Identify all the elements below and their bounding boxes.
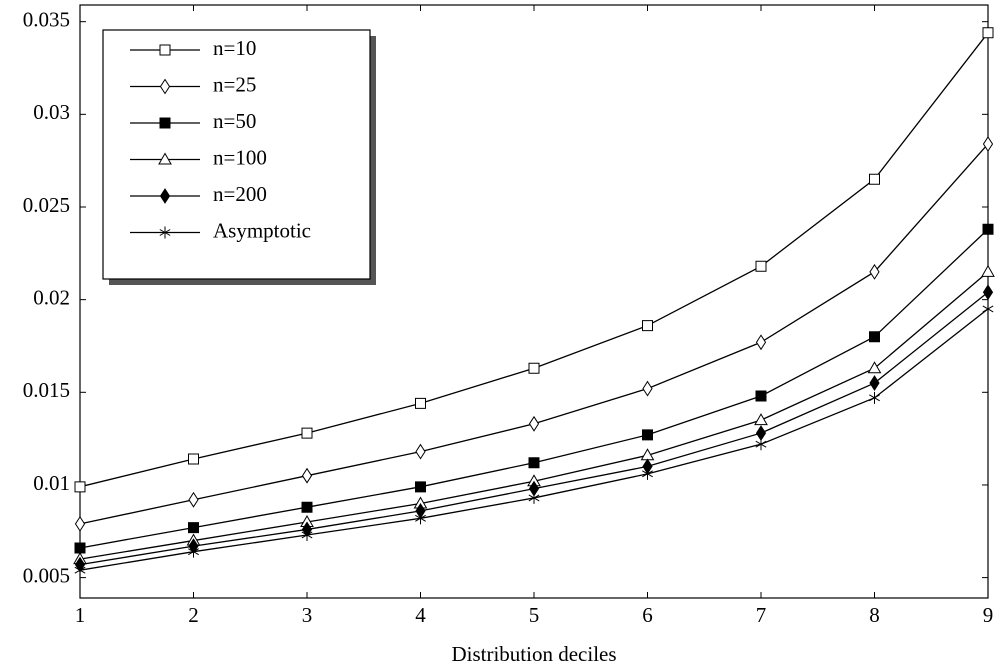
x-tick-label: 1 [75,603,86,627]
legend-label: n=10 [213,36,256,60]
marker [642,320,653,332]
y-tick-label: 0.005 [23,563,70,587]
x-tick-label: 7 [756,603,767,627]
x-tick-label: 2 [188,603,199,627]
x-tick-label: 9 [983,603,994,627]
x-tick-label: 4 [415,603,426,627]
marker [755,425,767,441]
marker [301,501,313,513]
marker [74,542,86,554]
y-tick-label: 0.015 [23,378,70,402]
marker [981,264,995,277]
marker [982,136,994,152]
marker [528,362,540,374]
marker [982,223,994,235]
y-tick-label: 0.02 [33,285,70,309]
marker [301,467,313,484]
marker [415,397,426,409]
marker [642,429,653,441]
marker [642,467,653,480]
legend-marker [158,152,172,165]
marker [869,263,880,280]
legend-label: n=200 [213,182,267,206]
y-tick-label: 0.025 [23,193,70,217]
marker [867,361,882,374]
marker [982,284,994,301]
legend-label: n=25 [213,72,256,96]
marker [755,260,767,272]
y-tick-label: 0.035 [23,7,70,31]
marker [74,564,86,577]
marker [755,334,767,351]
legend-marker [159,117,171,129]
marker [74,481,86,493]
marker [415,481,426,493]
legend-marker [159,226,171,239]
series-line [79,271,989,560]
legend-label: n=100 [213,145,267,169]
y-tick-label: 0.01 [33,471,70,495]
marker [188,545,199,558]
x-tick-label: 3 [302,603,313,627]
marker [415,512,426,525]
x-tick-label: 6 [642,603,653,627]
x-tick-label: 8 [869,603,880,627]
marker [528,415,540,432]
legend-label: Asymptotic [213,218,311,242]
legend-box [102,29,371,280]
y-tick-label: 0.03 [33,100,70,124]
marker [188,491,199,508]
marker [869,391,880,404]
legend-label: n=50 [213,109,256,133]
marker [642,380,653,397]
marker [415,443,426,460]
marker [869,331,880,343]
marker [869,375,880,391]
marker [528,457,540,469]
marker [528,491,540,504]
marker [982,27,994,39]
marker [755,438,767,451]
x-tick-label: 5 [529,603,540,627]
marker [188,453,199,465]
marker [755,390,767,402]
marker [982,302,994,315]
marker [301,427,313,439]
legend-marker [159,44,171,56]
marker [301,528,313,541]
marker [74,515,86,532]
legend-marker [159,78,171,95]
x-axis-label: Distribution deciles [451,642,616,666]
legend-marker [159,188,171,204]
marker [188,522,199,534]
marker [869,173,880,185]
marker [754,413,768,426]
